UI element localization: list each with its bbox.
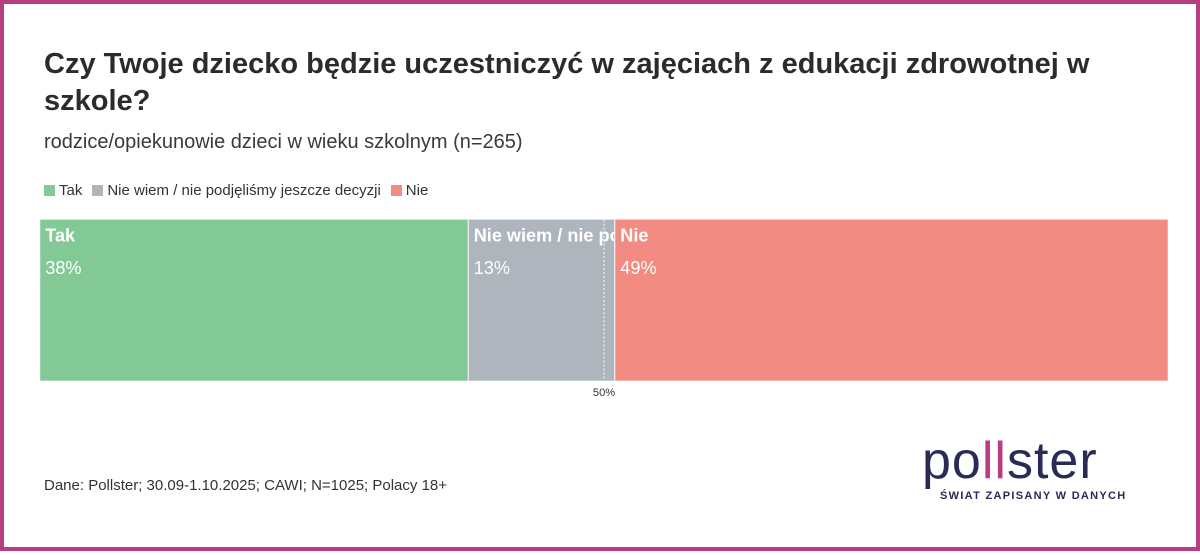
- bar-segment-nie-wiem: [468, 219, 615, 381]
- chart-title: Czy Twoje dziecko będzie uczestniczyć w …: [44, 48, 1090, 117]
- logo-wordmark: pollster: [922, 432, 1098, 490]
- logo-tagline: ŚWIAT ZAPISANY W DANYCH: [940, 490, 1127, 502]
- legend-item-nie: Nie: [390, 182, 429, 199]
- bar-segment-nie: [615, 219, 1168, 381]
- legend-swatch-tak: [44, 185, 55, 196]
- reference-line-label: 50%: [593, 387, 615, 399]
- bar-label-nie: Nie: [620, 226, 648, 246]
- legend-item-nie-wiem: Nie wiem / nie podjęliśmy jeszcze decyzj…: [92, 182, 381, 199]
- legend-label-tak: Tak: [59, 182, 83, 199]
- data-label-tak: 38%: [45, 258, 81, 278]
- legend-label-nie-wiem: Nie wiem / nie podjęliśmy jeszcze decyzj…: [107, 182, 381, 199]
- bar-label-tak: Tak: [45, 226, 76, 246]
- data-source-note: Dane: Pollster; 30.09-1.10.2025; CAWI; N…: [44, 477, 448, 494]
- legend: Tak Nie wiem / nie podjęliśmy jeszcze de…: [44, 182, 438, 199]
- data-label-nie: 49%: [620, 258, 656, 278]
- bar-label-nie-wiem: Nie wiem / nie podjęliśmy jeszcze decyzj…: [474, 226, 827, 246]
- chart-subtitle: rodzice/opiekunowie dzieci w wieku szkol…: [44, 131, 523, 153]
- legend-swatch-nie: [390, 185, 402, 196]
- data-label-nie-wiem: 13%: [474, 258, 510, 278]
- legend-swatch-nie-wiem: [92, 185, 104, 196]
- bar-segment-tak: [40, 219, 468, 381]
- pollster-logo: pollster ŚWIAT ZAPISANY W DANYCH: [922, 434, 1142, 506]
- legend-item-tak: Tak: [44, 182, 82, 199]
- legend-label-nie: Nie: [405, 182, 429, 199]
- stacked-bar-chart: Tak 38% Nie wiem / nie podjęliśmy jeszcze …: [40, 219, 1168, 399]
